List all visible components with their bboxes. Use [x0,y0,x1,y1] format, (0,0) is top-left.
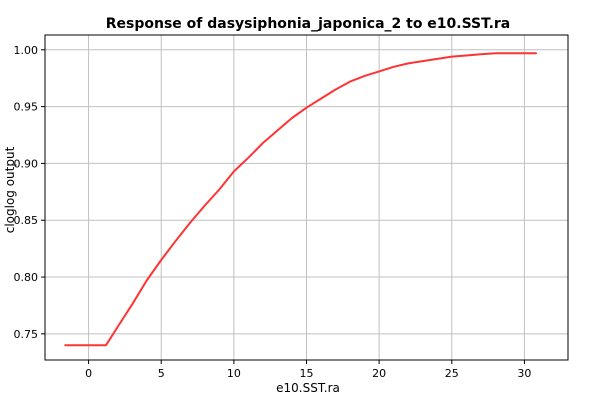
x-tick-label-5: 25 [445,367,459,380]
chart-title: Response of dasysiphonia_japonica_2 to e… [106,16,511,32]
y-tick-label-3: 0.90 [14,157,39,170]
x-tick-label-2: 10 [227,367,241,380]
x-tick-label-6: 30 [517,367,531,380]
x-tick-label-1: 5 [158,367,165,380]
y-axis-label: cloglog output [3,146,17,233]
y-tick-label-4: 0.95 [14,101,39,114]
plot-layer: 0 5 10 15 20 25 30 0.75 0.80 0.85 0.90 0.95 1.00 [14,34,569,380]
y-tick-label-2: 0.85 [14,214,39,227]
x-tick-label-3: 15 [300,367,314,380]
y-tick-label-0: 0.75 [14,328,39,341]
series-line-0 [64,52,537,347]
x-axis-label: e10.SST.ra [276,381,340,395]
y-tick-label-1: 0.80 [14,271,39,284]
y-tick-label-5: 1.00 [14,44,39,57]
x-tick-label-4: 20 [372,367,386,380]
x-tick-label-0: 0 [85,367,92,380]
